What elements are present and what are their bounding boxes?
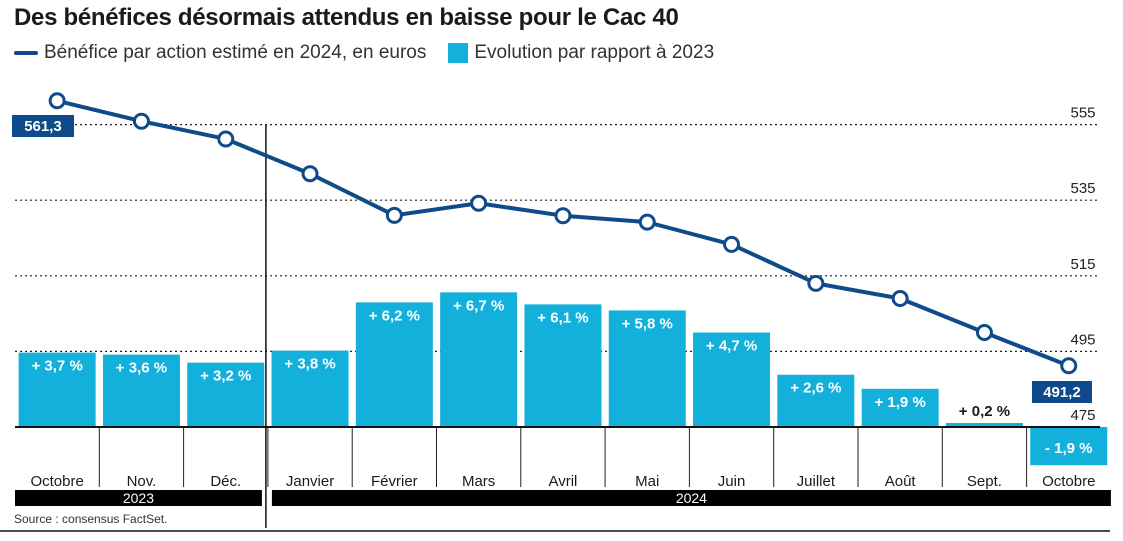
bar — [945, 422, 1023, 427]
legend-line-swatch — [14, 51, 38, 55]
bar-value-label: + 3,7 % — [32, 358, 83, 375]
line-point — [132, 112, 150, 130]
x-tick-label: Mai — [635, 473, 659, 490]
x-tick-label: Juillet — [797, 473, 836, 490]
bar-value-label: + 4,7 % — [706, 338, 757, 355]
x-tick-label: Août — [885, 473, 917, 490]
bar — [102, 354, 180, 427]
bar-value-label: + 6,7 % — [453, 297, 504, 314]
bar-value-label: + 6,2 % — [369, 307, 420, 324]
bar — [693, 332, 771, 427]
x-tick-label: Juin — [718, 473, 746, 490]
bar-value-label: + 3,2 % — [200, 368, 251, 385]
source-note: Source : consensus FactSet. — [14, 512, 168, 526]
year-band — [15, 490, 262, 506]
line-value-label: 491,2 — [1043, 384, 1081, 401]
bar-value-label: + 5,8 % — [622, 315, 673, 332]
y-tick-label: 475 — [1070, 407, 1095, 424]
y-tick-label: 535 — [1070, 180, 1095, 197]
line-point — [723, 235, 741, 253]
line-point — [217, 130, 235, 148]
year-label: 2023 — [123, 490, 154, 506]
bar-value-label: + 6,1 % — [537, 309, 588, 326]
bar-value-label: + 0,2 % — [959, 403, 1010, 420]
y-tick-label: 555 — [1070, 105, 1095, 122]
line-label-box-end — [1032, 381, 1092, 403]
y-tick-label: 495 — [1070, 331, 1095, 348]
x-tick-label: Avril — [548, 473, 577, 490]
line-point — [48, 92, 66, 110]
line-point — [638, 213, 656, 231]
bar-value-label: + 2,6 % — [790, 380, 841, 397]
bar — [777, 374, 855, 427]
line-point — [385, 206, 403, 224]
x-tick-label: Octobre — [30, 473, 83, 490]
bar — [355, 302, 433, 427]
line-point — [554, 207, 572, 225]
line-point — [975, 324, 993, 341]
line-point — [891, 289, 909, 307]
year-label: 2024 — [676, 490, 707, 506]
y-tick-label: 515 — [1070, 256, 1095, 273]
line-point — [1060, 357, 1078, 375]
bar-value-label: + 3,6 % — [116, 360, 167, 377]
x-tick-label: Mars — [462, 473, 495, 490]
line-label-box-start — [12, 115, 74, 137]
bar — [524, 304, 602, 427]
line-point — [301, 165, 319, 183]
x-tick-label: Janvier — [286, 473, 334, 490]
legend: Bénéfice par action estimé en 2024, en e… — [14, 42, 714, 64]
bar-value-label: + 1,9 % — [875, 394, 926, 411]
line-point — [470, 194, 488, 212]
line-value-label: 561,3 — [24, 118, 62, 135]
legend-line-label: Bénéfice par action estimé en 2024, en e… — [44, 42, 427, 63]
x-tick-label: Octobre — [1042, 473, 1095, 490]
bar-value-label: + 3,8 % — [284, 356, 335, 373]
bar — [271, 350, 349, 427]
bar — [861, 388, 939, 427]
legend-bar-label: Evolution par rapport à 2023 — [474, 42, 715, 63]
year-band — [271, 490, 1111, 506]
line-point — [807, 274, 825, 292]
x-tick-label: Déc. — [210, 473, 241, 490]
bar-value-label: - 1,9 % — [1045, 440, 1093, 457]
x-tick-label: Février — [371, 473, 418, 490]
bar — [440, 292, 518, 427]
x-tick-label: Sept. — [967, 473, 1002, 490]
bar — [187, 362, 265, 427]
bar — [608, 310, 686, 427]
bar — [18, 352, 96, 427]
chart-title: Des bénéfices désormais attendus en bais… — [14, 4, 679, 31]
legend-bar-swatch — [448, 43, 469, 63]
x-tick-label: Nov. — [127, 473, 157, 490]
bar — [1030, 427, 1108, 466]
